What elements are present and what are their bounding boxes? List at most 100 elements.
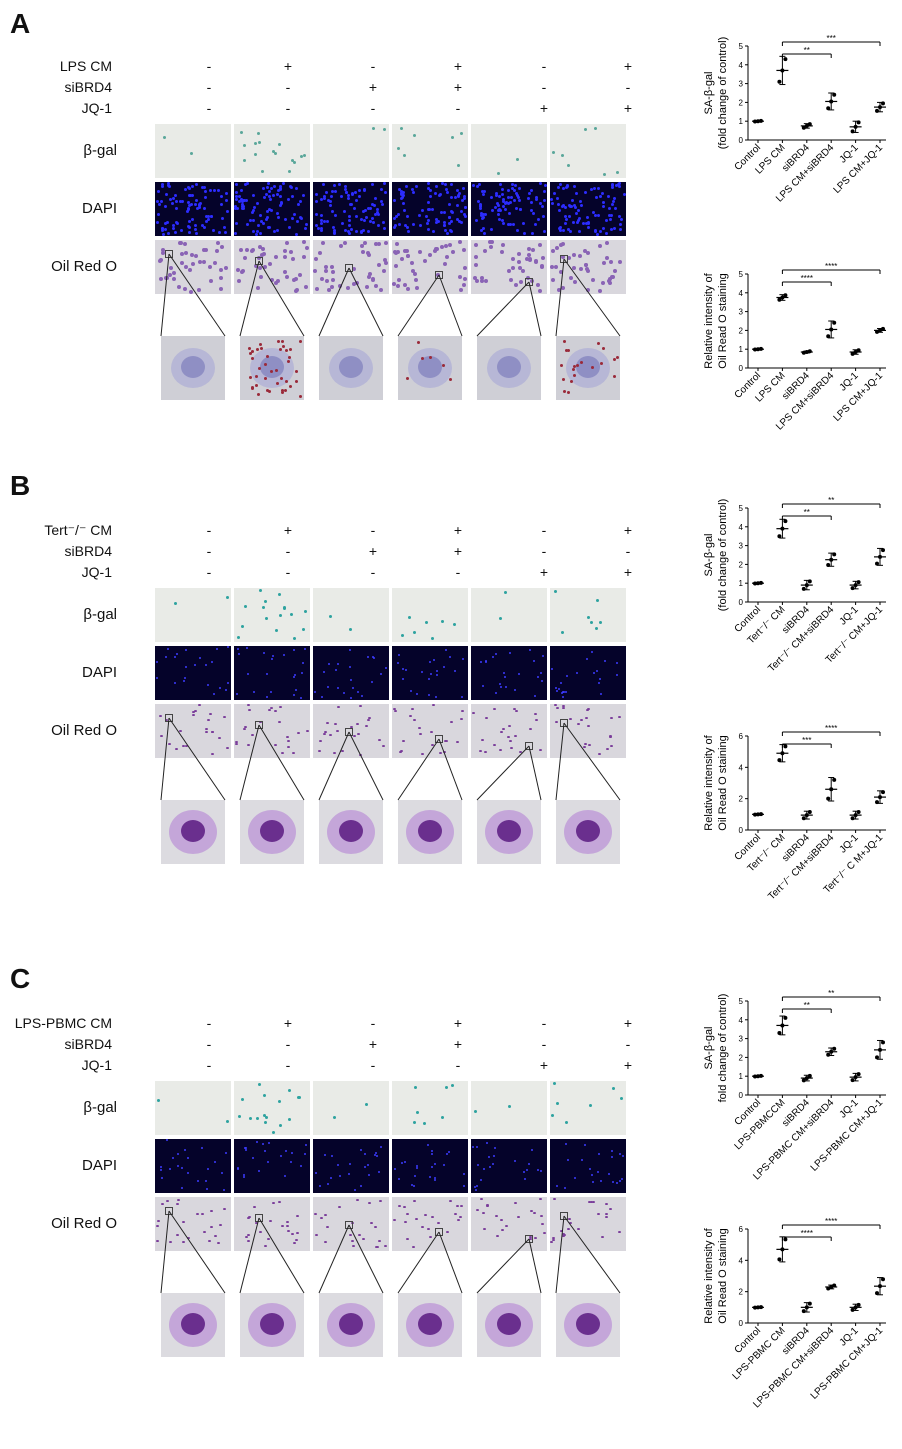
- data-point: [783, 1237, 788, 1242]
- cell-dot: [475, 1208, 479, 1211]
- oil-red-o-image: [550, 704, 626, 758]
- nucleus-dot: [550, 198, 554, 202]
- nucleus-dot: [234, 206, 237, 210]
- nucleus-dot: [610, 203, 614, 207]
- cell-dot: [246, 1233, 250, 1236]
- data-point: [878, 1284, 882, 1289]
- nucleus-dot: [445, 1153, 448, 1156]
- nucleus-dot: [212, 228, 216, 232]
- condition-sign: -: [370, 1057, 376, 1073]
- nucleus-dot: [434, 1178, 437, 1181]
- nucleus-dot: [267, 226, 271, 230]
- nucleus-dot: [304, 226, 308, 230]
- data-point: [780, 526, 785, 531]
- nucleus-dot: [491, 208, 495, 212]
- nucleus-dot: [485, 660, 488, 663]
- cell-dot: [263, 265, 268, 270]
- nucleus-dot: [201, 224, 205, 228]
- nucleus-dot: [428, 208, 432, 212]
- nucleus-dot: [515, 229, 519, 233]
- cell-dot: [285, 735, 289, 738]
- cell-dot: [362, 1237, 365, 1240]
- nucleus: [418, 820, 442, 842]
- beta-gal-image: [313, 124, 389, 178]
- condition-label: JQ-1: [81, 564, 112, 580]
- nucleus-dot: [252, 194, 256, 198]
- data-point: [756, 581, 760, 586]
- lipid-droplet: [270, 369, 274, 373]
- nucleus-dot: [319, 198, 323, 202]
- y-tick-label: 6: [739, 732, 744, 741]
- dapi-image: [155, 1139, 231, 1193]
- cell-dot: [568, 718, 572, 721]
- nucleus-dot: [584, 221, 588, 225]
- nucleus-dot: [410, 1184, 413, 1187]
- nucleus-dot: [337, 1163, 340, 1166]
- nucleus-dot: [265, 217, 269, 221]
- data-point: [881, 101, 885, 106]
- nucleus-dot: [617, 184, 621, 188]
- cell-dot: [394, 241, 399, 246]
- cell-dot: [460, 710, 464, 713]
- zoom-inset-image: [319, 800, 383, 864]
- nucleus-dot: [569, 229, 573, 233]
- stain-dot: [259, 589, 263, 593]
- stain-dot: [241, 625, 245, 629]
- nucleus-dot: [600, 1179, 603, 1182]
- condition-sign: -: [370, 58, 376, 74]
- nucleus-dot: [269, 186, 273, 190]
- cell-dot: [258, 245, 263, 250]
- nucleus-dot: [331, 226, 335, 230]
- lipid-droplet: [405, 377, 409, 381]
- nucleus-dot: [246, 182, 250, 186]
- cell-dot: [329, 285, 334, 290]
- nucleus-dot: [397, 187, 401, 191]
- nucleus-dot: [605, 218, 609, 222]
- stain-dot: [422, 1121, 426, 1125]
- nucleus-dot: [176, 1164, 179, 1167]
- data-point: [756, 1074, 760, 1079]
- cell-dot: [618, 715, 622, 718]
- lipid-droplet: [416, 341, 420, 345]
- cell-dot: [305, 245, 310, 250]
- cell-dot: [439, 245, 444, 250]
- condition-sign: -: [206, 543, 212, 559]
- stain-dot: [278, 614, 282, 618]
- nucleus-dot: [607, 214, 611, 218]
- cell-dot: [284, 274, 289, 279]
- cell-dot: [313, 257, 318, 261]
- scatter-chart: Relative intensity of Oil Read O staining…: [703, 262, 886, 433]
- cell-dot: [394, 251, 399, 256]
- cell-dot: [480, 1198, 484, 1201]
- lipid-droplet: [284, 379, 288, 383]
- scatter-chart: SA-β-gal (fold change of control) 012345Co…: [703, 34, 886, 205]
- lipid-droplet: [263, 362, 267, 366]
- panel-label: B: [10, 470, 31, 501]
- nucleus-dot: [575, 212, 579, 216]
- nucleus-dot: [251, 208, 255, 212]
- stain-dot: [242, 143, 246, 147]
- significance-label: ***: [802, 736, 811, 745]
- stain-dot: [329, 615, 333, 619]
- zoom-inset-image: [161, 800, 225, 864]
- lipid-droplet: [448, 378, 452, 382]
- cell-dot: [313, 268, 318, 273]
- nucleus-dot: [336, 686, 339, 689]
- nucleus-dot: [333, 229, 337, 233]
- data-point: [777, 758, 782, 763]
- cell-dot: [218, 276, 223, 281]
- cell-dot: [179, 251, 184, 256]
- cell-dot: [536, 283, 541, 288]
- nucleus: [181, 820, 205, 842]
- condition-sign: -: [370, 522, 376, 538]
- nucleus-dot: [315, 1171, 318, 1174]
- nucleus-dot: [481, 685, 484, 688]
- nucleus-dot: [160, 1168, 163, 1171]
- nucleus-dot: [235, 191, 239, 195]
- nucleus-dot: [264, 193, 268, 197]
- nucleus-dot: [304, 648, 307, 651]
- nucleus-dot: [602, 226, 606, 230]
- cell-dot: [383, 258, 388, 263]
- cell-dot: [211, 752, 215, 755]
- oil-red-o-image: [392, 704, 468, 758]
